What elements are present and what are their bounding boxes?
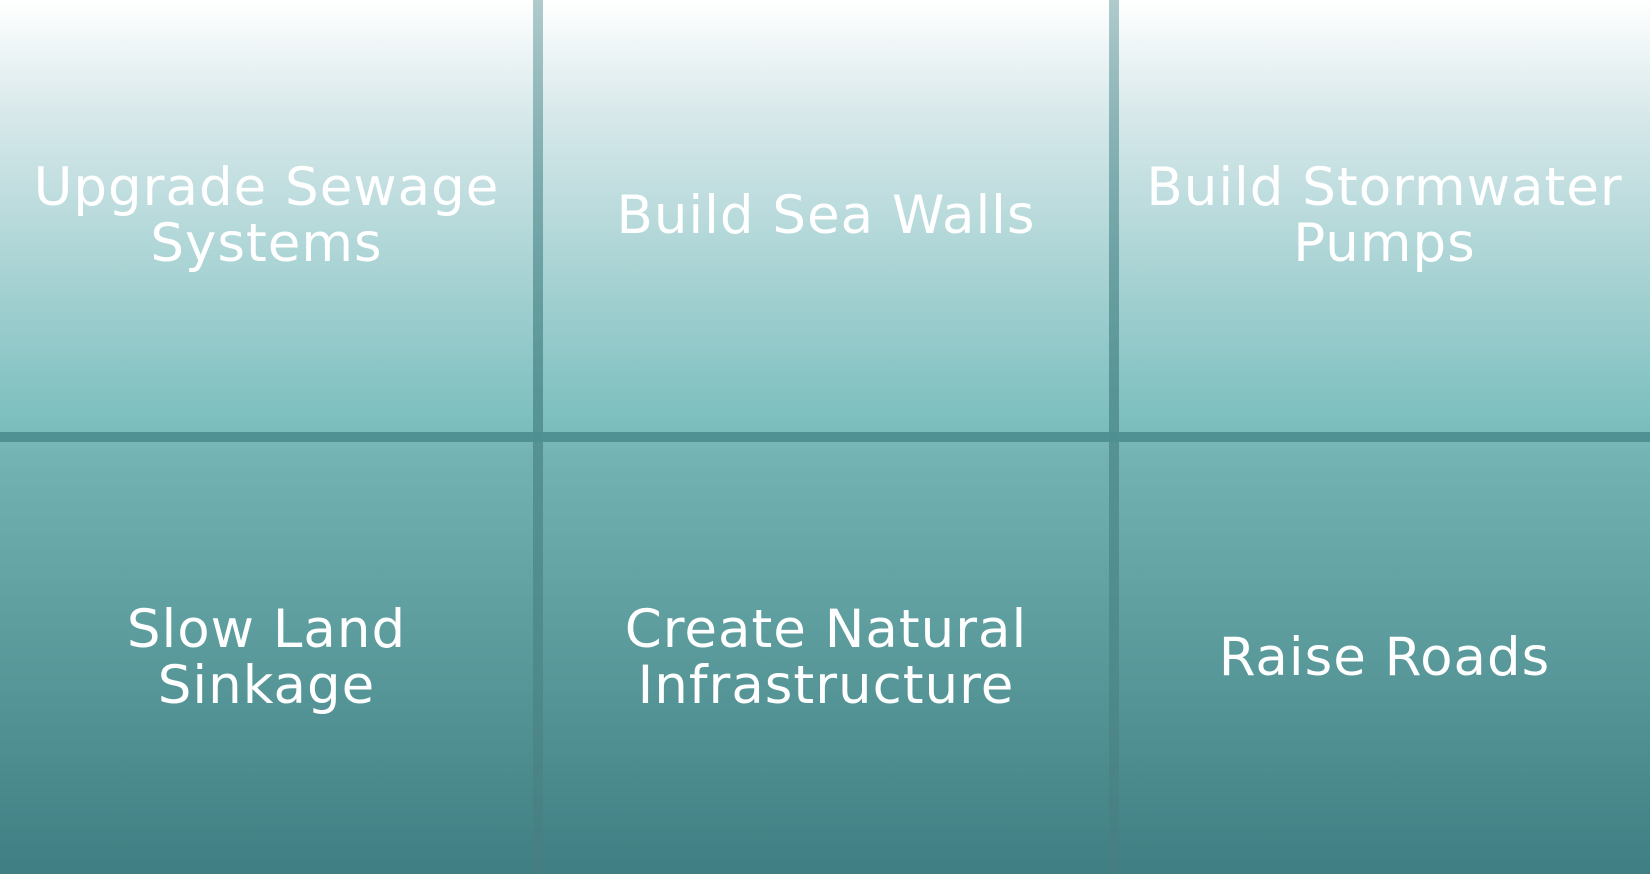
tile-label: Build Sea Walls	[616, 185, 1036, 246]
horizontal-divider	[0, 432, 1650, 442]
tile-upgrade-sewage-systems[interactable]: Upgrade Sewage Systems	[0, 0, 533, 432]
tile-slow-land-sinkage[interactable]: Slow Land Sinkage	[0, 442, 533, 874]
tile-label: Build Stormwater Pumps	[1146, 157, 1623, 274]
tile-create-natural-infrastructure[interactable]: Create Natural Infrastructure	[543, 442, 1109, 874]
tile-label: Create Natural Infrastructure	[624, 599, 1028, 716]
tile-label: Upgrade Sewage Systems	[33, 157, 500, 274]
tile-label: Slow Land Sinkage	[126, 599, 407, 716]
tile-label: Raise Roads	[1218, 627, 1551, 688]
tile-raise-roads[interactable]: Raise Roads	[1119, 442, 1650, 874]
tile-build-sea-walls[interactable]: Build Sea Walls	[543, 0, 1109, 432]
tile-build-stormwater-pumps[interactable]: Build Stormwater Pumps	[1119, 0, 1650, 432]
